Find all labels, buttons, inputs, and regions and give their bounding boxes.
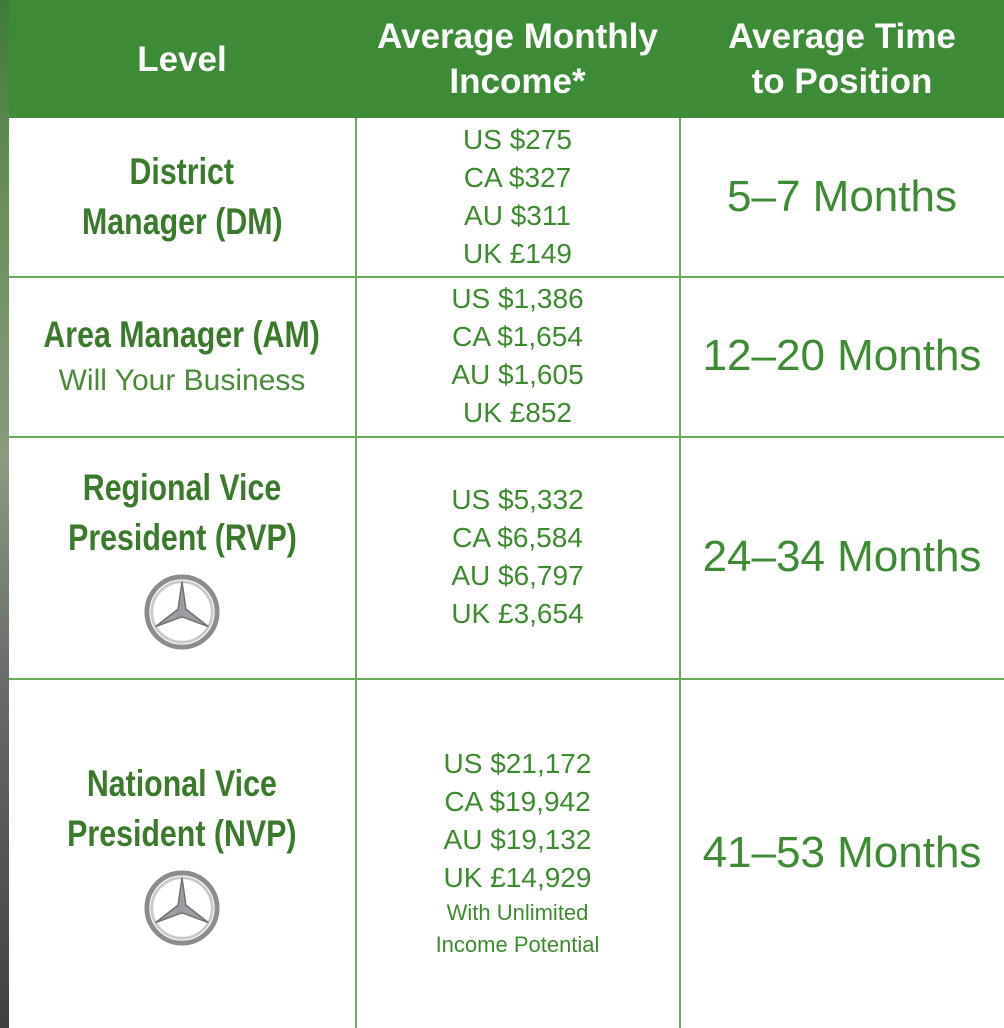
income: US $1,386 [451,280,583,318]
time-to-position: 5–7 Months [727,172,957,222]
cell: 41–53 Months [680,678,1004,1028]
level-name: National Vice [87,759,277,809]
header-text: Average Monthly [377,14,658,59]
income: UK £3,654 [451,595,583,633]
page: LevelAverage MonthlyIncome*Average Timet… [0,0,1004,1028]
time-to-position: 24–34 Months [703,532,982,582]
level-name: District [130,147,235,197]
income: CA $1,654 [452,318,583,356]
time-to-position: 41–53 Months [703,828,982,878]
logo [143,573,221,651]
cell: Area Manager (AM)Will Your Business [9,276,355,436]
income: CA $6,584 [452,519,583,557]
level-name: Regional Vice [83,463,281,513]
level-name: President (NVP) [67,809,296,859]
level-name: Manager (DM) [82,197,283,247]
cell: 12–20 Months [680,276,1004,436]
income: AU $6,797 [451,557,583,595]
income: US $275 [463,121,572,159]
income: CA $327 [464,159,571,197]
income-note: With Unlimited [447,897,589,929]
income-note: Income Potential [436,929,600,961]
level-note: Will Your Business [59,360,306,402]
income: CA $19,942 [444,783,590,821]
income: US $21,172 [444,745,592,783]
income: AU $311 [464,197,571,235]
level-name: President (RVP) [68,513,297,563]
income: UK £14,929 [444,859,592,897]
cell: 5–7 Months [680,118,1004,276]
income: AU $1,605 [451,356,583,394]
income: AU $19,132 [444,821,592,859]
income: UK £852 [463,394,572,432]
header-text: to Position [752,59,933,104]
time-to-position: 12–20 Months [703,331,982,381]
background-photo-strip [0,0,9,1028]
level-name: Area Manager (AM) [44,310,320,360]
logo [143,869,221,947]
income: US $5,332 [451,481,583,519]
cell: 24–34 Months [680,436,1004,678]
cell: Level [9,0,355,118]
header-text: Level [137,37,227,82]
header-text: Income* [449,59,585,104]
income: UK £149 [463,235,572,273]
header-text: Average Time [728,14,956,59]
